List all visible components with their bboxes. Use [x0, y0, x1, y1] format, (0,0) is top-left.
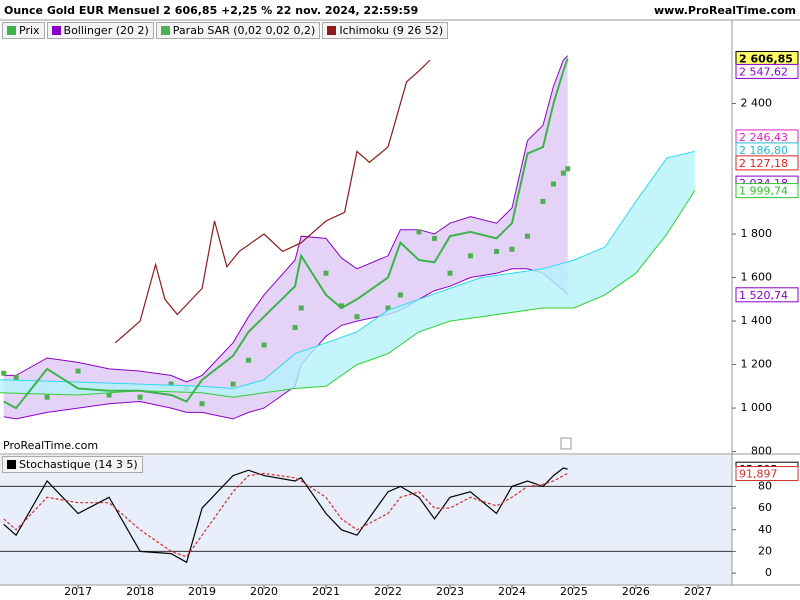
stoch-panel-bg: [0, 455, 732, 585]
y-tick-label: 1 000: [741, 401, 773, 414]
watermark: ProRealTime.com: [3, 439, 98, 452]
chart-title: Ounce Gold EUR Mensuel 2 606,85 +2,25 % …: [4, 4, 418, 17]
legend-item[interactable]: Stochastique (14 3 5): [2, 456, 143, 473]
sar-dot: [261, 342, 267, 348]
sar-dot: [354, 314, 360, 320]
sar-dot: [230, 381, 236, 387]
sar-dot: [339, 303, 345, 309]
chikou-line: [114, 59, 431, 344]
site: www.ProRealTime.com: [654, 4, 796, 17]
sar-dot: [106, 392, 112, 398]
info-icon[interactable]: [560, 437, 572, 450]
y-tick-label: 60: [758, 501, 772, 514]
x-tick-label: 2027: [684, 585, 712, 598]
last-value-label: 2 186,80: [739, 144, 788, 157]
sar-dot: [13, 375, 19, 381]
legend-item[interactable]: Ichimoku (9 26 52): [322, 22, 449, 39]
last-value-box: [735, 183, 799, 199]
y-tick-label: 1 200: [741, 358, 773, 371]
y-tick-label: 1 800: [741, 227, 773, 240]
x-tick-label: 2022: [374, 585, 402, 598]
last-value-label: 2 127,18: [739, 157, 788, 170]
legend-label: Stochastique (14 3 5): [19, 458, 138, 471]
last-value-box: [735, 155, 799, 171]
ichimoku-cloud: [0, 151, 695, 398]
bollinger-upper: [3, 55, 569, 383]
y-tick-label: 1 400: [741, 314, 773, 327]
legend: Prix Bollinger (20 2) Parab SAR (0,02 0,02…: [2, 22, 449, 39]
sar-dot: [524, 233, 530, 239]
sar-dot: [298, 305, 304, 311]
x-tick-label: 2021: [312, 585, 340, 598]
sar-dot: [447, 270, 453, 276]
sar-dot: [493, 248, 499, 254]
x-tick-label: 2026: [622, 585, 650, 598]
sar-dot: [199, 401, 205, 407]
sar-dot: [467, 253, 473, 259]
series-line: [3, 58, 569, 410]
legend-label: Parab SAR (0,02 0,02 0,2): [172, 24, 316, 37]
legend-swatch: [7, 460, 16, 469]
sar-dot: [292, 325, 298, 331]
legend: Stochastique (14 3 5): [2, 456, 143, 473]
x-tick-label: 2024: [498, 585, 526, 598]
legend-swatch: [51, 26, 61, 35]
sar-dot: [550, 181, 556, 187]
sar-dot: [560, 170, 566, 176]
sar-dot: [137, 394, 143, 400]
x-tick-label: 2020: [250, 585, 278, 598]
last-value-label: 2 547,62: [739, 65, 788, 78]
sar-dot: [75, 368, 81, 374]
x-tick-label: 2025: [560, 585, 588, 598]
sar-dot: [246, 357, 252, 363]
last-value-box: [735, 466, 799, 482]
legend-swatch: [160, 26, 170, 35]
bollinger-lower: [3, 268, 569, 420]
sar-dot: [431, 235, 437, 241]
x-tick-label: 2017: [64, 585, 92, 598]
y-tick-label: 0: [765, 566, 772, 579]
legend-label: Bollinger (20 2): [63, 24, 149, 37]
legend-label: Ichimoku (9 26 52): [339, 24, 444, 37]
sar-dot: [416, 229, 422, 235]
sar-dot: [565, 166, 571, 172]
last-value-label: 2 606,85: [739, 53, 793, 66]
sar-dot: [385, 305, 391, 311]
legend-item[interactable]: Prix: [2, 22, 45, 39]
sar-dot: [509, 246, 515, 252]
last-value-label: 91,897: [739, 468, 778, 481]
y-tick-label: 1 600: [741, 271, 773, 284]
sar-dot: [168, 381, 174, 387]
y-tick-label: 2 400: [741, 97, 773, 110]
y-tick-label: 40: [758, 523, 772, 536]
sar-dot: [540, 198, 546, 204]
legend-item[interactable]: Bollinger (20 2): [46, 22, 154, 39]
y-tick-label: 800: [751, 445, 772, 458]
y-tick-label: 20: [758, 544, 772, 557]
sar-dot: [397, 292, 403, 298]
legend-item[interactable]: Parab SAR (0,02 0,02 0,2): [155, 22, 321, 39]
last-value-label: 1 520,74: [739, 289, 788, 302]
sar-dot: [1, 370, 7, 376]
legend-swatch: [7, 26, 16, 35]
sar-dot: [44, 394, 50, 400]
legend-label: Prix: [19, 24, 40, 37]
y-tick-label: 80: [758, 479, 772, 492]
sar-dot: [323, 270, 329, 276]
last-value-label: 2 246,43: [739, 131, 788, 144]
last-value-box: [735, 287, 799, 303]
cloud-upper: [0, 150, 695, 390]
legend-swatch: [327, 26, 337, 35]
last-value-label: 1 999,74: [739, 185, 788, 198]
x-tick-label: 2023: [436, 585, 464, 598]
series-line: [3, 467, 568, 564]
last-value-box: [735, 63, 799, 79]
cloud-lower: [0, 190, 696, 398]
x-tick-label: 2018: [126, 585, 154, 598]
x-tick-label: 2019: [188, 585, 216, 598]
